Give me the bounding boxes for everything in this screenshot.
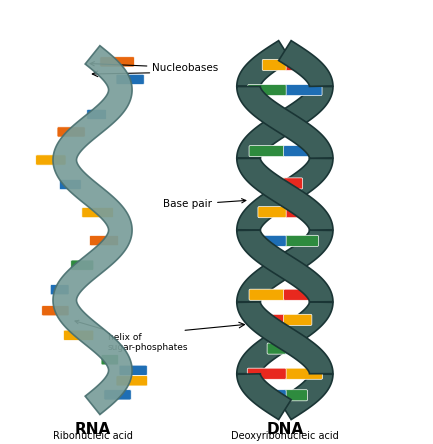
FancyBboxPatch shape — [249, 146, 286, 157]
FancyBboxPatch shape — [36, 155, 66, 165]
Polygon shape — [53, 46, 132, 415]
FancyBboxPatch shape — [50, 285, 69, 295]
FancyBboxPatch shape — [284, 289, 321, 300]
FancyBboxPatch shape — [284, 314, 312, 325]
FancyBboxPatch shape — [87, 109, 107, 119]
FancyBboxPatch shape — [42, 305, 69, 316]
FancyBboxPatch shape — [247, 368, 286, 379]
FancyBboxPatch shape — [82, 207, 113, 218]
FancyBboxPatch shape — [104, 390, 131, 400]
FancyBboxPatch shape — [64, 330, 94, 341]
FancyBboxPatch shape — [284, 84, 322, 95]
FancyBboxPatch shape — [284, 343, 303, 354]
FancyBboxPatch shape — [284, 206, 312, 218]
Polygon shape — [237, 87, 333, 158]
FancyBboxPatch shape — [258, 206, 286, 218]
Text: Base pair: Base pair — [163, 198, 246, 210]
FancyBboxPatch shape — [57, 127, 85, 137]
Polygon shape — [278, 374, 333, 420]
Text: Nucleobases: Nucleobases — [90, 62, 219, 73]
Polygon shape — [237, 230, 333, 302]
FancyBboxPatch shape — [267, 343, 286, 354]
FancyBboxPatch shape — [284, 235, 319, 246]
Polygon shape — [237, 87, 333, 158]
FancyBboxPatch shape — [284, 59, 307, 71]
FancyBboxPatch shape — [284, 390, 307, 401]
Text: Deoxyribonucleic acid: Deoxyribonucleic acid — [231, 431, 339, 441]
FancyBboxPatch shape — [258, 314, 286, 325]
FancyBboxPatch shape — [90, 235, 119, 246]
FancyBboxPatch shape — [284, 368, 323, 379]
Polygon shape — [237, 159, 333, 230]
FancyBboxPatch shape — [284, 178, 303, 189]
Polygon shape — [237, 40, 291, 87]
Polygon shape — [237, 374, 291, 420]
FancyBboxPatch shape — [119, 365, 147, 376]
FancyBboxPatch shape — [248, 84, 286, 95]
Polygon shape — [278, 40, 333, 87]
Polygon shape — [237, 302, 333, 374]
Polygon shape — [237, 159, 333, 230]
FancyBboxPatch shape — [71, 260, 94, 270]
FancyBboxPatch shape — [262, 59, 286, 71]
Text: DNA: DNA — [266, 422, 304, 437]
FancyBboxPatch shape — [251, 235, 286, 246]
Text: Ribonucleic acid: Ribonucleic acid — [52, 431, 132, 441]
FancyBboxPatch shape — [101, 355, 119, 365]
FancyBboxPatch shape — [267, 178, 286, 189]
FancyBboxPatch shape — [116, 376, 148, 386]
Text: RNA: RNA — [74, 422, 111, 437]
FancyBboxPatch shape — [284, 146, 321, 157]
FancyBboxPatch shape — [249, 289, 286, 300]
FancyBboxPatch shape — [59, 179, 81, 190]
FancyBboxPatch shape — [116, 74, 144, 84]
Polygon shape — [237, 230, 333, 302]
Polygon shape — [237, 302, 333, 374]
FancyBboxPatch shape — [100, 57, 135, 67]
Text: helix of
sugar-phosphates: helix of sugar-phosphates — [75, 320, 188, 352]
FancyBboxPatch shape — [262, 390, 286, 401]
